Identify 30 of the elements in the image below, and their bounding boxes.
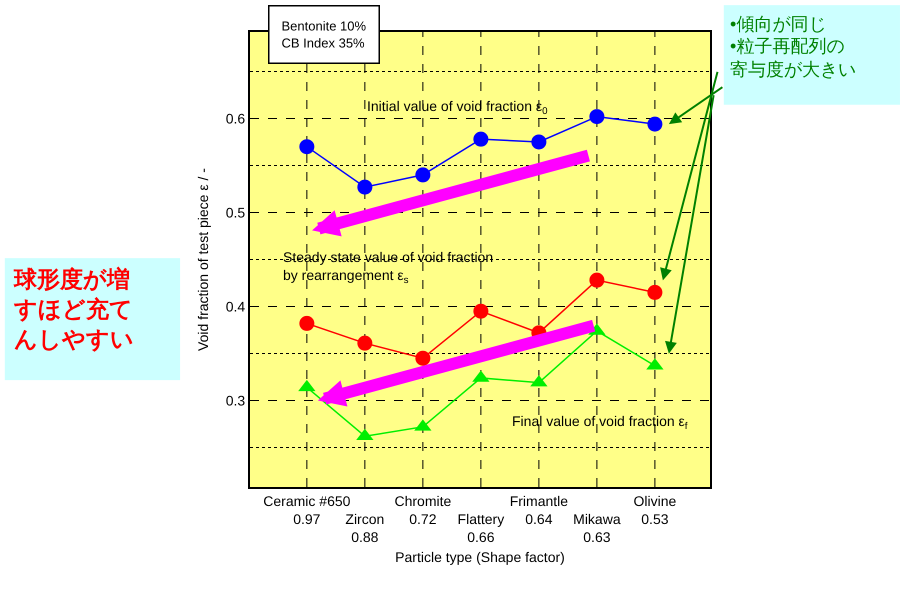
y-tick-label: 0.5 bbox=[226, 204, 246, 220]
x-tick-label: Flattery 0.66 bbox=[458, 511, 504, 546]
y-tick-label: 0.4 bbox=[226, 298, 246, 314]
point bbox=[357, 336, 372, 351]
point bbox=[357, 180, 372, 195]
point bbox=[647, 116, 662, 132]
point bbox=[299, 316, 314, 331]
text: •粒子再配列の寄与度が大きい bbox=[730, 36, 856, 80]
point bbox=[589, 272, 604, 288]
y-axis-title: Void fraction of test piece ε / - bbox=[194, 168, 211, 351]
annotation: Bentonite 10% CB Index 35% bbox=[282, 18, 367, 50]
point bbox=[299, 139, 314, 154]
x-tick-label: Frimantle 0.64 bbox=[510, 492, 568, 527]
x-tick-label: Olivine 0.53 bbox=[633, 492, 676, 527]
point bbox=[473, 132, 488, 147]
x-tick-label: Mikawa 0.63 bbox=[573, 511, 621, 546]
point bbox=[589, 109, 604, 124]
text: 球形度が増すほど充てんしやすい bbox=[13, 266, 134, 352]
x-axis-title: Particle type (Shape factor) bbox=[395, 549, 565, 565]
y-tick-label: 0.6 bbox=[226, 110, 246, 126]
point bbox=[647, 284, 662, 300]
point bbox=[531, 134, 546, 150]
y-tick-label: 0.3 bbox=[226, 392, 246, 408]
point bbox=[473, 304, 488, 319]
text: •傾向が同じ bbox=[730, 14, 826, 34]
annotation: Final value of void fraction ε$_{f}$ bbox=[512, 413, 688, 432]
x-tick-label: Zircon 0.88 bbox=[345, 511, 384, 546]
x-tick-label: Chromite 0.72 bbox=[394, 492, 452, 527]
point bbox=[415, 167, 430, 182]
point bbox=[415, 350, 430, 366]
